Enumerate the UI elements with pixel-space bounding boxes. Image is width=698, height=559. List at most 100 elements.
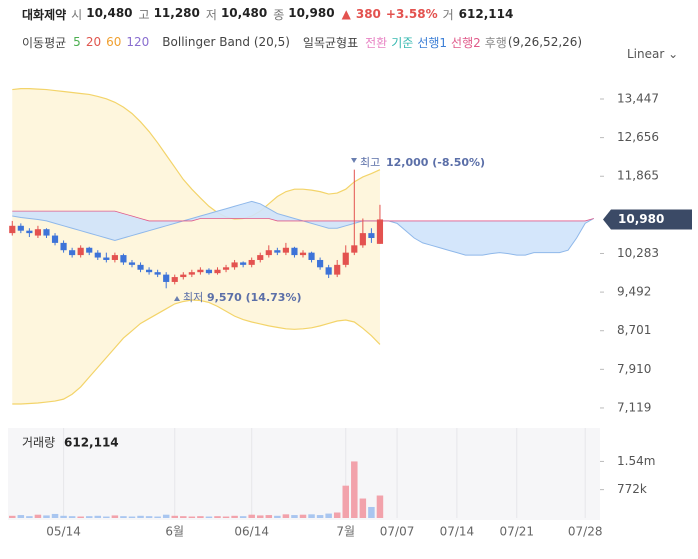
candle-body: [17, 225, 24, 231]
volume-bar: [308, 514, 315, 518]
candle-body: [368, 233, 375, 239]
volume-bar: [368, 506, 375, 518]
volume-bar: [128, 516, 136, 518]
last-price-label: 10,980: [618, 212, 664, 226]
candle-body: [111, 255, 118, 260]
ichimoku-entry: 선행1: [417, 35, 448, 50]
chevron: ⌄: [668, 47, 679, 61]
candle-body: [86, 247, 93, 253]
quote-value: 10,480: [86, 5, 133, 20]
ichimoku-cloud: [12, 201, 594, 256]
volume-bar: [94, 515, 102, 518]
candle-body: [26, 230, 33, 234]
low-marker: [174, 296, 180, 301]
y-tick-label: 7,119: [617, 400, 651, 414]
candle-body: [222, 267, 230, 270]
y-tick-label: 8,701: [617, 323, 651, 337]
candle-body: [34, 229, 42, 236]
volume-panel-value: 612,114: [64, 436, 119, 450]
ichimoku-span2: [12, 210, 594, 222]
candle-body: [231, 262, 238, 268]
high-marker: [351, 158, 357, 163]
volume-bar: [9, 515, 16, 518]
candle-body: [291, 247, 298, 256]
candle-body: [51, 235, 59, 243]
candle-body: [180, 274, 187, 278]
ichimoku-params: (9,26,52,26): [507, 35, 583, 49]
bollinger-band: [12, 88, 380, 405]
x-tick-label: 07/21: [499, 525, 534, 539]
y-tick-label: 9,492: [617, 285, 651, 299]
volume-bar: [34, 514, 42, 518]
y-tick-label: 7,910: [617, 362, 651, 376]
ichimoku-entry: 선행2: [451, 35, 481, 50]
volume-bar: [205, 516, 213, 518]
candle-body: [146, 269, 153, 273]
volume-bar: [120, 516, 127, 518]
ma-entry: 120: [126, 35, 150, 49]
quote-header: 대화제약 시 10,480 고 11,280 저 10,480 종 10,980 ▲ 380 …: [22, 5, 513, 23]
quote-value: 10,480: [220, 5, 268, 20]
candle-body: [128, 262, 136, 265]
volume-bar: [291, 515, 298, 518]
volume-bar: [154, 516, 161, 518]
volume-bar: [188, 516, 196, 518]
low-label: 최저: [183, 291, 203, 304]
change-arrow: ▲: [341, 7, 351, 21]
candle-body: [120, 255, 127, 263]
quote-value: 11,280: [153, 5, 200, 20]
ichimoku-entry: 후행: [484, 35, 507, 50]
candle-body: [188, 272, 195, 275]
volume-bar: [342, 485, 350, 518]
x-tick-label: 7월: [336, 525, 355, 539]
candle-body: [282, 247, 289, 253]
bollinger-upper: [12, 88, 381, 220]
volume-bar: [248, 514, 255, 518]
volume-bar: [274, 515, 281, 518]
x-tick-label: 07/14: [440, 525, 475, 539]
candle-body: [171, 277, 178, 282]
ichimoku-entry: 기준: [391, 35, 414, 50]
volume-bar: [77, 516, 84, 518]
quote-key: 고: [138, 7, 150, 22]
candle-body: [351, 245, 358, 253]
volume-bar: [265, 515, 273, 518]
candle-body: [43, 229, 50, 236]
stock-name: 대화제약: [22, 7, 67, 22]
x-tick-label: 07/28: [568, 525, 603, 539]
candle-body: [103, 257, 110, 260]
candle-body: [325, 267, 332, 275]
candle-body: [9, 225, 16, 234]
ma-entry: 20: [85, 35, 102, 49]
x-tick-label: 07/07: [380, 525, 415, 539]
high-text: 12,000 (-8.50%): [386, 156, 485, 169]
change: 380: [355, 7, 381, 21]
volume-bar: [43, 515, 50, 518]
x-tick-label: 05/14: [46, 525, 81, 539]
candle-body: [163, 274, 170, 282]
scale-toggle[interactable]: Linear ⌄: [627, 47, 678, 61]
volume-bar: [180, 516, 187, 518]
volume-bar: [197, 516, 204, 518]
candle-body: [77, 247, 84, 256]
bollinger-label: Bollinger Band (20,5): [162, 35, 290, 49]
volume-bar: [26, 516, 33, 518]
y-tick-label: 13,447: [617, 92, 659, 106]
candle-body: [154, 272, 161, 275]
candle-body: [257, 255, 264, 260]
volume-bar: [316, 515, 324, 518]
ma-list: 5 20 60 120: [73, 35, 149, 49]
volume-bar: [325, 513, 332, 518]
candle-body: [342, 252, 349, 265]
quote-key: 종: [273, 7, 285, 22]
volume-bar: [239, 516, 247, 518]
volume-bar: [351, 461, 358, 518]
volume-bar: [111, 515, 119, 518]
low-text: 9,570 (14.73%): [207, 291, 302, 304]
x-tick-label: 06/14: [234, 525, 269, 539]
candle-body: [308, 252, 315, 260]
candle-body: [299, 252, 307, 256]
volume-bar: [68, 516, 76, 518]
